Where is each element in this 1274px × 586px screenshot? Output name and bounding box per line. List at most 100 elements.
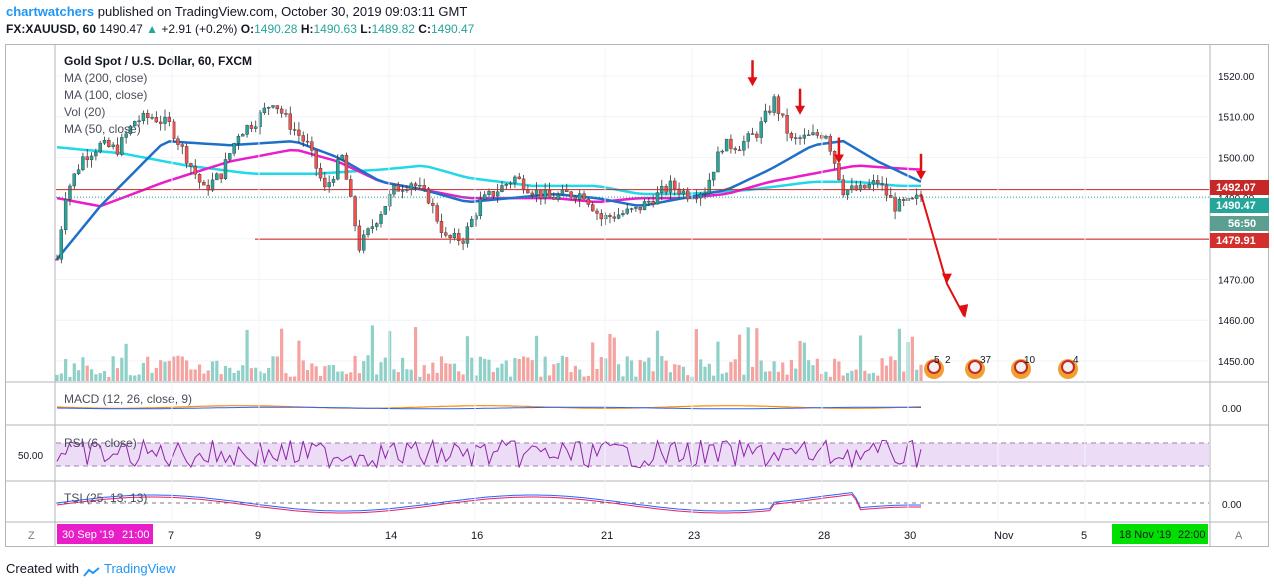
resistance-price-label: 1492.07 xyxy=(1216,182,1256,194)
rsi-axis-label: 50.00 xyxy=(18,451,43,462)
volume-bar xyxy=(457,371,461,381)
volume-bar xyxy=(64,359,68,381)
candle-body xyxy=(586,198,591,205)
ohlc-line: FX:XAUUSD, 60 1490.47 ▲ +2.91 (+0.2%) O:… xyxy=(6,22,474,36)
candle-body xyxy=(698,193,703,199)
volume-bar xyxy=(314,366,318,381)
resistance-price-tag xyxy=(1210,180,1269,195)
projection-arrow-head xyxy=(941,273,952,284)
rsi-legend[interactable]: RSI (6, close) xyxy=(64,436,137,450)
volume-bar xyxy=(569,372,573,381)
candle-body xyxy=(595,210,599,214)
legend-volume[interactable]: Vol (20) xyxy=(64,105,105,119)
candle-body xyxy=(236,136,241,144)
volume-bar xyxy=(565,357,569,381)
volume-bar xyxy=(379,362,383,381)
change-label: +2.91 (+0.2%) xyxy=(161,22,238,36)
candle-body xyxy=(802,134,807,139)
volume-bar xyxy=(206,370,210,381)
right-time-hour: 22:00 xyxy=(1178,529,1206,541)
candle-body xyxy=(137,120,141,123)
candle-body xyxy=(81,156,85,170)
candle-body xyxy=(811,132,815,135)
volume-bar xyxy=(604,358,608,381)
event-count: 37 xyxy=(980,355,992,366)
volume-bar xyxy=(370,325,374,381)
x-tick-label: 7 xyxy=(168,530,174,542)
y-tick-label: 1470.00 xyxy=(1218,276,1255,287)
candle-body xyxy=(724,138,729,152)
candle-body xyxy=(845,189,850,196)
volume-bar xyxy=(362,361,366,381)
auto-scale-button[interactable]: A xyxy=(1235,530,1243,542)
left-time-date: 30 Sep '19 xyxy=(62,529,114,541)
candle-body xyxy=(789,133,794,139)
candle-body xyxy=(500,185,504,193)
volume-bar xyxy=(154,367,158,381)
event-badges[interactable]: 5 2 37 10 4 xyxy=(924,355,1079,379)
volume-bar xyxy=(305,370,310,381)
candle-body xyxy=(68,185,72,200)
x-tick-label: 30 xyxy=(904,530,916,542)
volume-bar xyxy=(249,368,253,381)
volume-bar xyxy=(513,357,517,381)
tsi-legend[interactable]: TSI (25, 13, 13) xyxy=(64,491,147,505)
volume-bar xyxy=(686,375,690,381)
volume-bar xyxy=(357,373,361,381)
zoom-button[interactable]: Z xyxy=(28,530,35,542)
volume-bar xyxy=(763,371,768,381)
candle-body xyxy=(806,134,811,136)
volume-bar xyxy=(772,361,776,381)
volume-bar xyxy=(180,356,184,381)
candle-body xyxy=(867,184,871,189)
legend-ma200[interactable]: MA (200, close) xyxy=(64,71,147,85)
candle-body xyxy=(798,137,802,139)
candle-body xyxy=(897,199,902,212)
volume-bar xyxy=(107,376,111,381)
candle-body xyxy=(651,200,655,205)
author-link[interactable]: chartwatchers xyxy=(6,4,95,19)
candle-body xyxy=(271,105,275,108)
candle-body xyxy=(673,180,677,190)
legend-ma50[interactable]: MA (50, close) xyxy=(64,122,141,136)
candle-body xyxy=(180,144,184,147)
volume-bar xyxy=(915,369,919,381)
candle-body xyxy=(98,142,102,153)
tradingview-brand[interactable]: TradingView xyxy=(104,561,176,576)
tsi-axis-label: 0.00 xyxy=(1222,500,1242,511)
candle-body xyxy=(517,176,521,180)
candle-body xyxy=(254,126,258,129)
volume-bar xyxy=(902,371,906,381)
volume-bar xyxy=(413,327,418,381)
volume-bar xyxy=(478,356,482,381)
x-tick-label: 9 xyxy=(255,530,261,542)
volume-bar xyxy=(634,376,638,381)
candle-body xyxy=(487,191,491,195)
candle-body xyxy=(729,138,733,149)
volume-bar xyxy=(474,375,478,381)
volume-bar xyxy=(802,342,806,381)
candle-body xyxy=(435,205,439,222)
volume-bar xyxy=(591,342,595,381)
legend-ma100[interactable]: MA (100, close) xyxy=(64,88,147,102)
volume-bar xyxy=(789,359,793,381)
candle-body xyxy=(366,228,370,236)
volume-bar xyxy=(858,335,863,381)
candle-body xyxy=(871,180,876,185)
macd-legend[interactable]: MACD (12, 26, close, 9) xyxy=(64,392,192,406)
candle-body xyxy=(383,206,388,215)
open-key: O: xyxy=(240,22,255,36)
volume-bar xyxy=(258,371,262,381)
candle-body xyxy=(776,96,781,114)
volume-bar xyxy=(146,356,150,381)
x-tick-label: 14 xyxy=(385,530,397,542)
volume-bar xyxy=(573,365,577,381)
volume-bar xyxy=(193,369,197,381)
candle-body xyxy=(418,185,422,187)
candle-body xyxy=(297,129,301,136)
event-count: 4 xyxy=(1073,355,1079,366)
high-marker-arrow-head xyxy=(747,77,758,87)
volume-bar xyxy=(120,357,124,381)
candle-body xyxy=(279,108,284,114)
